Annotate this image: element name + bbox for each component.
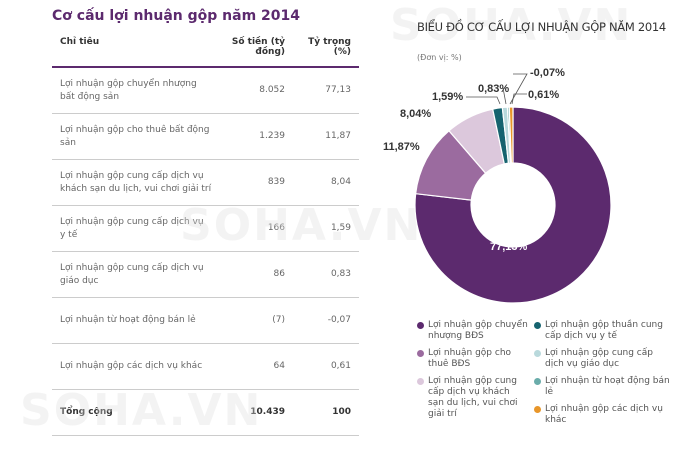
slice-label: 1,59% [432,91,463,103]
row-item: Lợi nhuận gộp chuyển nhượng bất động sản [52,67,220,114]
row-share: 1,59 [293,205,359,252]
table-row: Lợi nhuận gộp cho thuê bất động sản 1.239… [52,113,359,160]
legend-dot-icon [534,406,541,413]
slice-label: 77,13% [490,241,528,253]
total-row: Tổng cộng 10.439 100 [52,389,359,436]
legend-item: Lợi nhuận gộp thuần cung cấp dịch vụ y t… [534,320,670,342]
legend-label: Lợi nhuận gộp cung cấp dịch vụ giáo dục [545,348,653,369]
legend-item: Lợi nhuận gộp chuyển nhượng BĐS [417,320,528,342]
table-row: Lợi nhuận gộp cung cấp dịch vụ khách sạn… [52,159,359,206]
row-amount: 166 [219,205,293,252]
row-share: 8,04 [293,159,359,206]
row-share: 77,13 [293,67,359,114]
slice-label: 11,87% [383,141,420,153]
legend-dot-icon [417,322,424,329]
legend-dot-icon [534,350,541,357]
slice-label: -0,07% [530,67,565,79]
row-amount: (7) [219,297,293,344]
row-amount: 1.239 [219,113,293,160]
row-item: Lợi nhuận gộp các dịch vụ khác [52,343,220,390]
chart-title: BIỂU ĐỒ CƠ CẤU LỢI NHUẬN GỘP NĂM 2014 [417,20,666,34]
header-item: Chỉ tiêu [52,32,220,68]
row-item: Lợi nhuận từ hoạt động bán lẻ [52,297,220,344]
profit-table: Chỉ tiêu Số tiền (tỷ đồng) Tỷ trọng (%) … [52,32,359,436]
total-label: Tổng cộng [52,389,220,436]
row-item: Lợi nhuận gộp cung cấp dịch vụ giáo dục [52,251,220,298]
watermark: SOHA.VN [390,0,633,51]
legend-item: Lợi nhuận gộp cung cấp dịch vụ khách sạn… [417,376,528,420]
legend-label: Lợi nhuận gộp cung cấp dịch vụ khách sạn… [428,376,518,419]
row-share: -0,07 [293,297,359,344]
row-share: 0,83 [293,251,359,298]
legend-dot-icon [534,322,541,329]
legend-item: Lợi nhuận gộp các dịch vụ khác [534,404,670,426]
legend-label: Lợi nhuận gộp chuyển nhượng BĐS [428,320,528,341]
chart-unit: (Đơn vị: %) [417,53,462,62]
legend-label: Lợi nhuận gộp các dịch vụ khác [545,404,663,425]
row-amount: 64 [219,343,293,390]
total-share: 100 [293,389,359,436]
legend-label: Lợi nhuận từ hoạt động bán lẻ [545,376,670,397]
watermark: SOHA.VN [20,385,263,436]
row-amount: 86 [219,251,293,298]
legend-item: Lợi nhuận gộp cung cấp dịch vụ giáo dục [534,348,670,370]
leader-line [502,87,507,105]
watermark: SOHA.VN [180,200,423,251]
slice-6 [508,106,514,164]
header-share: Tỷ trọng (%) [293,32,359,68]
row-share: 0,61 [293,343,359,390]
table-row: Lợi nhuận từ hoạt động bán lẻ (7) -0,07 [52,297,359,344]
row-item: Lợi nhuận gộp cung cấp dịch vụ y tế [52,205,220,252]
legend-label: Lợi nhuận gộp thuần cung cấp dịch vụ y t… [545,320,663,341]
row-amount: 839 [219,159,293,206]
row-item: Lợi nhuận gộp cho thuê bất động sản [52,113,220,160]
leader-line [466,96,501,105]
leader-line [511,93,527,105]
table-title: Cơ cấu lợi nhuận gộp năm 2014 [52,8,301,24]
legend-label: Lợi nhuận gộp cho thuê BĐS [428,348,512,369]
total-amount: 10.439 [219,389,293,436]
legend-dot-icon [417,378,424,385]
slice-label: 8,04% [400,108,431,120]
table-row: Lợi nhuận gộp chuyển nhượng bất động sản… [52,67,359,114]
legend-dot-icon [417,350,424,357]
table-row: Lợi nhuận gộp các dịch vụ khác 64 0,61 [52,343,359,390]
slice-0 [414,106,612,304]
legend-item: Lợi nhuận gộp cho thuê BĐS [417,348,528,370]
row-item: Lợi nhuận gộp cung cấp dịch vụ khách sạn… [52,159,220,206]
table-row: Lợi nhuận gộp cung cấp dịch vụ y tế 166 1,… [52,205,359,252]
slice-label: 0,61% [528,89,559,101]
table-row: Lợi nhuận gộp cung cấp dịch vụ giáo dục 8… [52,251,359,298]
header-amount: Số tiền (tỷ đồng) [219,32,293,68]
row-amount: 8.052 [219,67,293,114]
legend-item: Lợi nhuận từ hoạt động bán lẻ [534,376,670,398]
legend-dot-icon [534,378,541,385]
slice-label: 0,83% [478,83,509,95]
row-share: 11,87 [293,113,359,160]
